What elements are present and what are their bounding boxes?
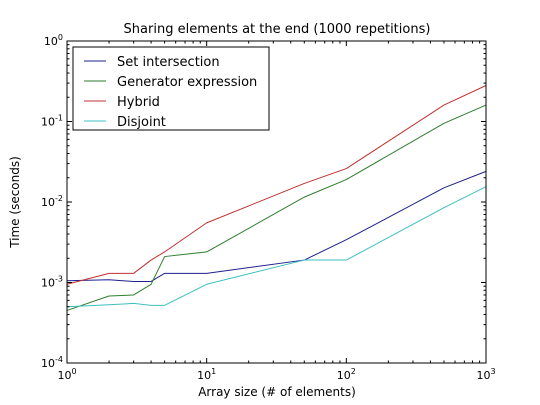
y-tick-label: 10-3 xyxy=(41,275,63,290)
tick-layer xyxy=(66,40,487,364)
y-tick-label: 10-4 xyxy=(41,355,63,370)
x-axis-label: Array size (# of elements) xyxy=(198,385,356,399)
chart-title: Sharing elements at the end (1000 repeti… xyxy=(124,22,431,37)
y-axis-label: Time (seconds) xyxy=(8,156,22,249)
legend-label-1: Set intersection xyxy=(117,55,220,70)
y-tick-label: 100 xyxy=(44,33,63,48)
legend-items: Set intersection Generator expression Hybr… xyxy=(84,55,257,130)
x-tick-labels: 100 101 102 103 xyxy=(57,367,495,382)
x-tick-label: 100 xyxy=(57,367,76,382)
y-tick-label: 10-2 xyxy=(41,194,63,209)
legend-label-4: Disjoint xyxy=(117,115,166,130)
series-line-1 xyxy=(66,170,487,282)
series-line-4 xyxy=(66,186,487,308)
legend-label-3: Hybrid xyxy=(117,95,160,110)
x-tick-label: 102 xyxy=(337,367,356,382)
y-tick-label: 10-1 xyxy=(41,114,63,129)
x-tick-label: 101 xyxy=(197,367,216,382)
legend: Set intersection Generator expression Hybr… xyxy=(72,46,270,131)
series-line-2 xyxy=(66,104,487,311)
series-layer xyxy=(66,85,487,311)
series-line-3 xyxy=(66,85,487,285)
legend-label-2: Generator expression xyxy=(117,75,257,90)
x-tick-label: 103 xyxy=(476,367,495,382)
y-tick-labels: 10-4 10-3 10-2 10-1 100 xyxy=(41,33,63,370)
